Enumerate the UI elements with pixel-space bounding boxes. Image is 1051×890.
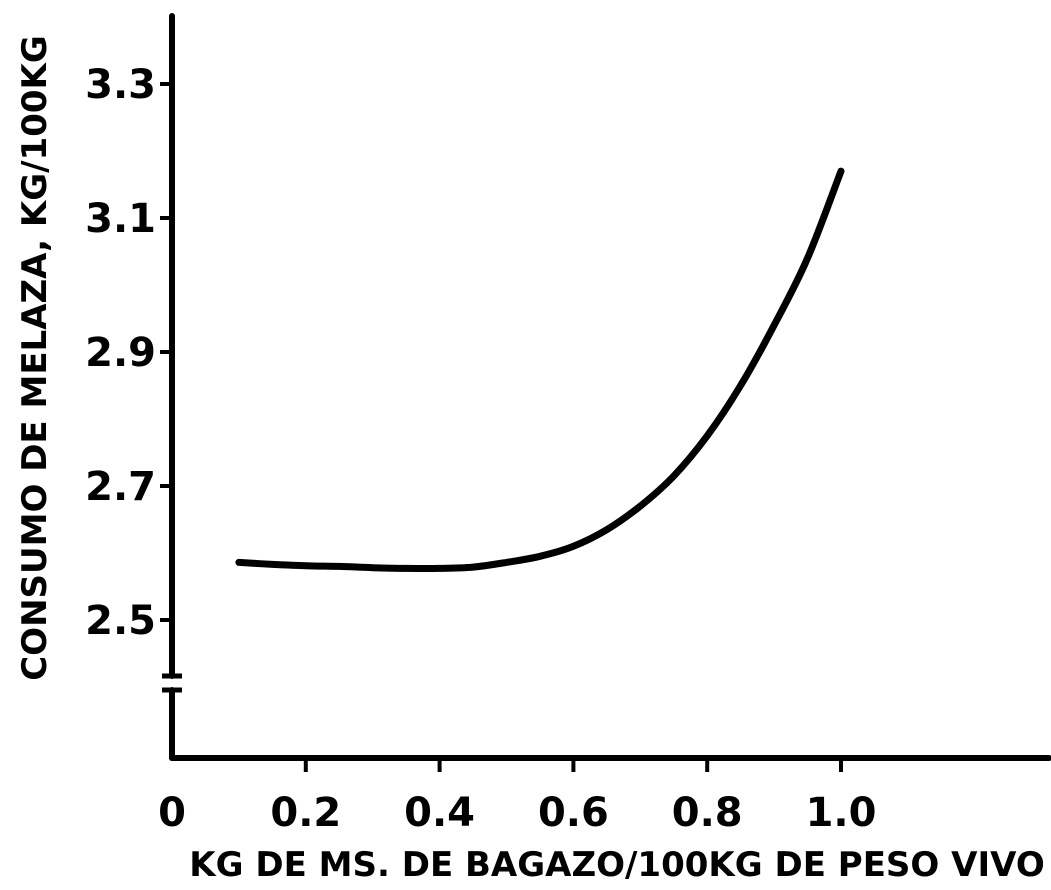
x-tick-label: 0: [158, 790, 186, 836]
x-tick-label: 1.0: [806, 790, 877, 836]
x-tick-label: 0.6: [538, 790, 609, 836]
x-ticks: 0 0.2 0.4 0.6 0.8 1.0: [158, 758, 876, 836]
y-axis-title: CONSUMO DE MELAZA, KG/100KG: [15, 35, 55, 681]
x-axis-title: KG DE MS. DE BAGAZO/100KG DE PESO VIVO: [189, 845, 1044, 885]
y-tick-label: 2.7: [85, 464, 156, 510]
y-tick-label: 2.5: [85, 598, 156, 644]
y-ticks: 2.5 2.7 2.9 3.1 3.3: [85, 62, 172, 644]
x-tick-label: 0.2: [270, 790, 341, 836]
y-tick-label: 3.3: [85, 62, 156, 108]
axes: [162, 13, 1051, 761]
series-line: [235, 167, 845, 573]
y-tick-label: 2.9: [85, 330, 156, 376]
x-tick-label: 0.8: [672, 790, 743, 836]
y-tick-label: 3.1: [85, 196, 156, 242]
x-tick-label: 0.4: [404, 790, 475, 836]
